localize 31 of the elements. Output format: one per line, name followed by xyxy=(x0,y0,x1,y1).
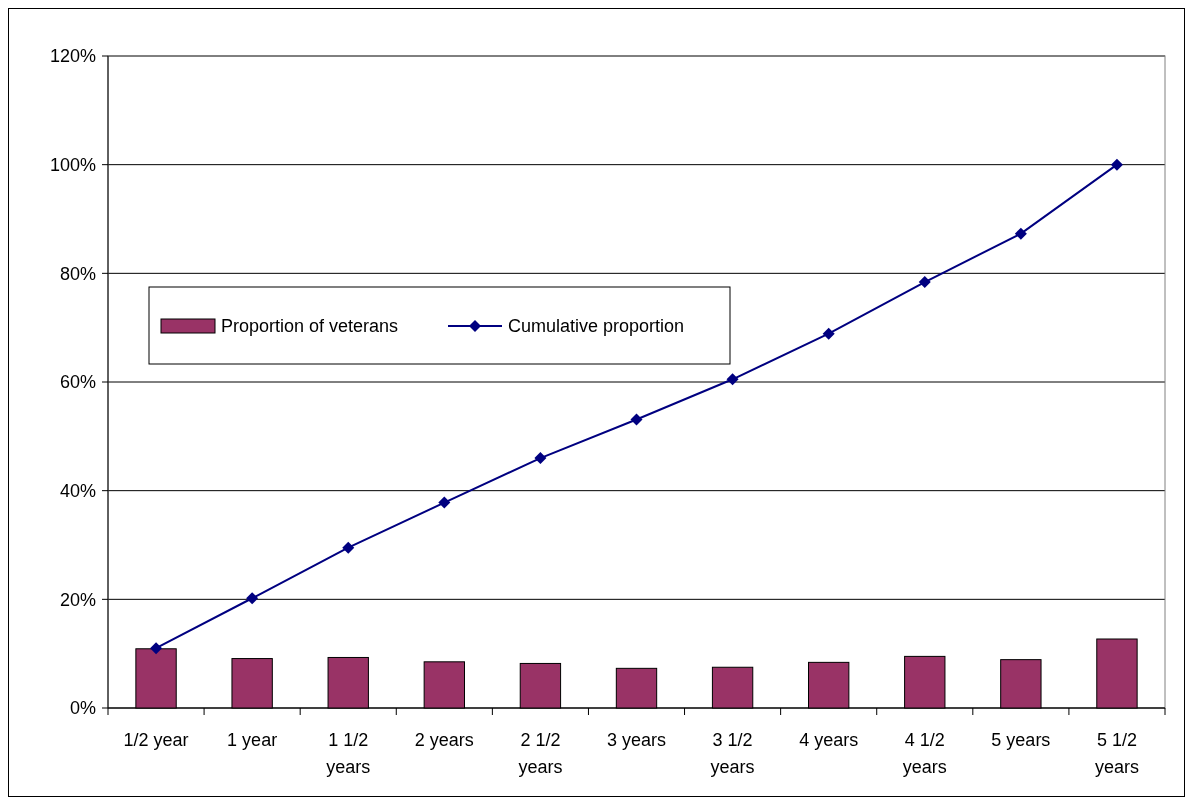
y-tick-label: 0% xyxy=(69,698,96,719)
x-tick-label: 3 1/2 years xyxy=(710,730,755,777)
x-tick-label: 1 1/2 years xyxy=(326,730,371,777)
legend-label: Proportion of veterans xyxy=(221,316,399,337)
y-tick-label: 40% xyxy=(59,480,96,501)
point xyxy=(1014,227,1027,240)
y-tick-label: 120% xyxy=(49,46,96,67)
x-tick-label: 2 1/2 years xyxy=(518,730,563,777)
point xyxy=(630,413,643,426)
x-tick-label: 4 1/2 years xyxy=(902,730,947,777)
y-tick-label: 100% xyxy=(49,154,96,175)
y-tick-label: 80% xyxy=(59,263,96,284)
point xyxy=(1110,158,1123,171)
point xyxy=(534,452,547,465)
y-tick-label: 20% xyxy=(59,589,96,610)
point xyxy=(246,592,259,605)
legend-label: Cumulative proportion xyxy=(508,316,685,337)
point xyxy=(150,642,163,655)
x-tick-label: 5 years xyxy=(991,730,1051,750)
point xyxy=(822,327,835,340)
x-tick-label: 3 years xyxy=(606,730,667,750)
x-tick-label: 2 years xyxy=(414,730,474,750)
point xyxy=(342,541,355,554)
y-tick-label: 60% xyxy=(59,372,96,393)
point xyxy=(438,496,451,509)
x-tick-label: 4 years xyxy=(799,730,859,750)
x-tick-label: 5 1/2 years xyxy=(1094,730,1139,777)
x-tick-label: 1 year xyxy=(227,730,278,750)
point xyxy=(918,276,931,289)
point xyxy=(726,373,739,386)
x-tick-label: 1/2 year xyxy=(123,730,189,750)
